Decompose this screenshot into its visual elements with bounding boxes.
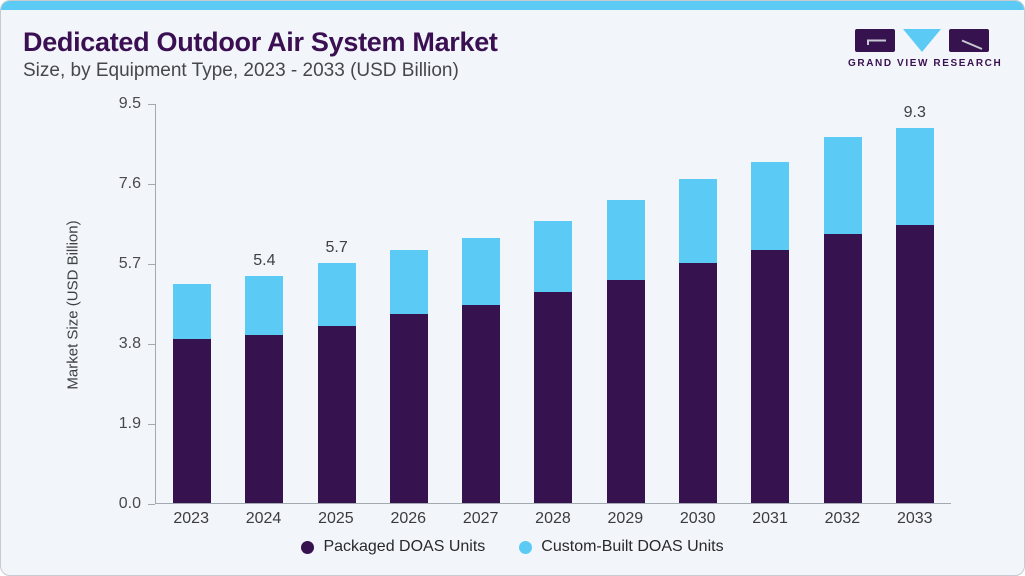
y-axis: Market Size (USD Billion) 0.0 1.9 3.8 5.7 7.… (1, 95, 155, 512)
y-tick-label: 1.9 (118, 415, 141, 432)
packaged-segment (462, 305, 501, 503)
y-tick-label: 7.6 (118, 175, 141, 192)
legend-item-custom-built: Custom-Built DOAS Units (519, 538, 724, 556)
y-tick-mark (148, 104, 155, 105)
page-title: Dedicated Outdoor Air System Market (23, 27, 498, 57)
custom-built-segment (823, 136, 862, 234)
packaged-segment (751, 250, 790, 503)
y-tick-label: 9.5 (118, 95, 141, 112)
logo-text: GRAND VIEW RESEARCH (848, 58, 1003, 69)
gvr-v-triangle-icon (903, 29, 941, 52)
custom-built-segment (389, 250, 428, 314)
x-tick-label: 2028 (535, 510, 571, 527)
custom-built-segment (534, 220, 573, 293)
custom-built-segment (678, 178, 717, 263)
x-tick-label: 2024 (245, 510, 282, 527)
x-tick-label: 2030 (679, 510, 716, 527)
bar-2031 (734, 104, 806, 503)
y-tick-label: 3.8 (118, 335, 141, 352)
bars-row: 5.4 5.7 9.3 (156, 104, 951, 503)
y-tick-mark (148, 264, 155, 265)
bar-value-label: 9.3 (903, 104, 926, 121)
bar-2032 (806, 104, 878, 503)
custom-built-segment (462, 237, 501, 306)
packaged-segment (606, 279, 645, 503)
custom-built-legend-dot-icon (519, 540, 533, 554)
page-subtitle: Size, by Equipment Type, 2023 - 2033 (US… (23, 60, 459, 81)
x-tick-label: 2027 (462, 510, 499, 527)
bar-2025: 5.7 (301, 104, 373, 503)
grand-view-research-logo: GRAND VIEW RESEARCH (848, 29, 1003, 69)
packaged-segment (678, 263, 717, 503)
custom-built-segment (173, 284, 212, 339)
packaged-segment (317, 326, 356, 503)
legend: Packaged DOAS Units Custom-Built DOAS Un… (1, 538, 1024, 556)
packaged-segment (895, 224, 934, 503)
bar-2033: 9.3 (879, 104, 951, 503)
x-tick-label: 2032 (824, 510, 861, 527)
y-tick-mark (148, 504, 155, 505)
custom-built-segment (895, 128, 934, 225)
packaged-legend-dot-icon (301, 540, 315, 554)
custom-built-segment (245, 275, 284, 335)
bar-2023 (156, 104, 228, 503)
bar-value-label: 5.4 (253, 251, 276, 269)
x-tick-label: 2031 (752, 510, 788, 527)
custom-built-segment (751, 161, 790, 251)
plot-area: 5.4 5.7 9.3 (155, 104, 951, 504)
y-tick-mark (148, 344, 155, 345)
x-axis-labels: 2023 2024 2025 2026 2027 2028 2029 2030 2031 2032… (155, 510, 951, 528)
bar-2030 (662, 104, 734, 503)
x-tick-label: 2033 (896, 510, 933, 527)
packaged-segment (389, 313, 428, 503)
x-tick-label: 2023 (173, 510, 209, 527)
custom-built-segment (606, 199, 645, 280)
x-tick-label: 2026 (390, 510, 427, 527)
packaged-segment (823, 233, 862, 503)
packaged-segment (534, 292, 573, 503)
custom-built-segment (317, 263, 356, 327)
x-tick-label: 2025 (318, 510, 354, 527)
y-tick-mark (148, 424, 155, 425)
legend-item-packaged: Packaged DOAS Units (301, 538, 485, 556)
bar-2026 (373, 104, 445, 503)
gvr-g-block-icon (855, 29, 895, 52)
legend-label: Custom-Built DOAS Units (541, 538, 724, 555)
bar-2024: 5.4 (228, 104, 300, 503)
bar-value-label: 5.7 (325, 239, 348, 257)
y-tick-mark (148, 184, 155, 185)
legend-label: Packaged DOAS Units (323, 538, 486, 555)
gvr-logo-mark (848, 29, 996, 53)
y-tick-label: 0.0 (118, 495, 141, 512)
bar-2027 (445, 104, 517, 503)
packaged-segment (173, 338, 212, 503)
gvr-r-block-icon (949, 29, 989, 52)
bar-2028 (517, 104, 589, 503)
y-axis-title: Market Size (USD Billion) (64, 219, 82, 390)
x-tick-label: 2029 (607, 510, 644, 527)
packaged-segment (245, 334, 284, 503)
bar-2029 (590, 104, 662, 503)
y-tick-label: 5.7 (118, 255, 141, 272)
top-accent-bar (1, 1, 1024, 10)
